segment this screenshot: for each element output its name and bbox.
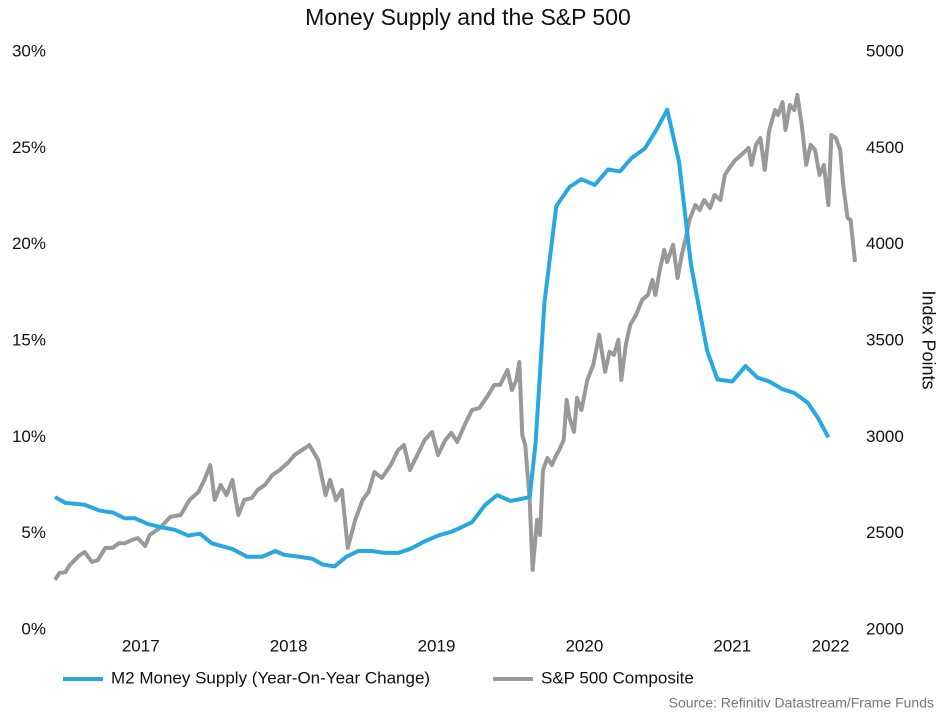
y-tick-label: 30% <box>12 41 46 60</box>
y2-tick-label: 2000 <box>866 619 904 638</box>
y2-tick-label: 3500 <box>866 330 904 349</box>
y2-axis-label: Index Points <box>918 290 938 389</box>
y2-tick-label: 3000 <box>866 427 904 446</box>
y-tick-label: 0% <box>21 619 46 638</box>
x-tick-label: 2020 <box>565 636 603 655</box>
chart-title: Money Supply and the S&P 500 <box>305 4 631 30</box>
x-tick-label: 2018 <box>270 636 308 655</box>
y-tick-label: 15% <box>12 330 46 349</box>
y-tick-label: 5% <box>21 523 46 542</box>
y2-tick-label: 4500 <box>866 138 904 157</box>
source-note: Source: Refinitiv Datastream/Frame Funds <box>669 695 934 711</box>
y-tick-label: 20% <box>12 234 46 253</box>
x-tick-label: 2021 <box>713 636 751 655</box>
x-tick-label: 2019 <box>418 636 456 655</box>
y2-tick-label: 4000 <box>866 234 904 253</box>
y2-tick-label: 2500 <box>866 523 904 542</box>
y-tick-label: 25% <box>12 138 46 157</box>
x-tick-label: 2017 <box>122 636 160 655</box>
series-line <box>54 107 831 569</box>
legend-label: M2 Money Supply (Year-On-Year Change) <box>111 668 430 687</box>
y2-tick-label: 5000 <box>866 41 904 60</box>
legend-label: S&P 500 Composite <box>541 668 694 687</box>
y-tick-label: 10% <box>12 427 46 446</box>
x-tick-label: 2022 <box>812 636 850 655</box>
series-line <box>53 92 857 581</box>
